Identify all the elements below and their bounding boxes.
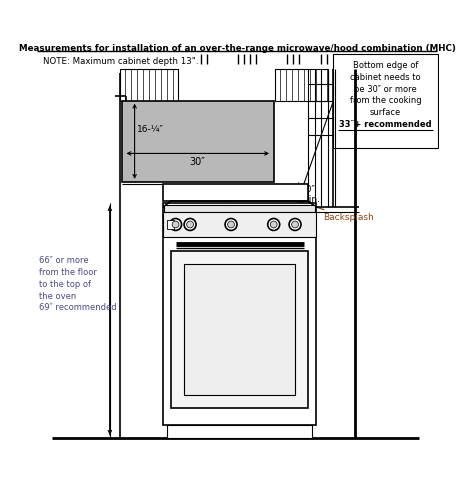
Text: 30″: 30″ xyxy=(190,157,206,167)
Circle shape xyxy=(184,218,196,230)
Text: 30″
min.: 30″ min. xyxy=(300,185,320,204)
Circle shape xyxy=(270,221,277,228)
Bar xyxy=(163,212,316,237)
Bar xyxy=(120,69,178,101)
Bar xyxy=(171,251,308,408)
Circle shape xyxy=(172,221,179,228)
Bar xyxy=(184,264,295,395)
Text: surface: surface xyxy=(370,108,401,117)
Circle shape xyxy=(268,218,280,230)
Text: 66″ or more
from the floor
to the top of
the oven
69″ recommended: 66″ or more from the floor to the top of… xyxy=(39,256,117,312)
Bar xyxy=(167,425,312,438)
Circle shape xyxy=(289,218,301,230)
Circle shape xyxy=(187,221,193,228)
Bar xyxy=(122,101,273,182)
Circle shape xyxy=(292,221,299,228)
Bar xyxy=(167,220,174,229)
Text: Bottom edge of: Bottom edge of xyxy=(353,61,418,70)
Text: 16-¼″: 16-¼″ xyxy=(137,125,164,134)
Text: NOTE: Maximum cabinet depth 13".: NOTE: Maximum cabinet depth 13". xyxy=(43,57,199,66)
Bar xyxy=(333,54,438,148)
Text: be 30″ or more: be 30″ or more xyxy=(354,85,417,94)
Text: cabinet needs to: cabinet needs to xyxy=(350,73,421,82)
Circle shape xyxy=(170,218,182,230)
Text: from the cooking: from the cooking xyxy=(350,97,421,106)
Text: 2″ min: 2″ min xyxy=(206,194,233,203)
Text: Measurements for installation of an over-the-range microwave/hood combination (M: Measurements for installation of an over… xyxy=(18,44,456,53)
Bar xyxy=(163,203,316,425)
Bar xyxy=(164,205,315,212)
Circle shape xyxy=(225,218,237,230)
Bar xyxy=(275,69,328,101)
Circle shape xyxy=(228,221,235,228)
Text: Backsplash: Backsplash xyxy=(269,191,374,222)
Text: 33″+ recommended: 33″+ recommended xyxy=(339,120,432,129)
Bar xyxy=(163,183,308,200)
